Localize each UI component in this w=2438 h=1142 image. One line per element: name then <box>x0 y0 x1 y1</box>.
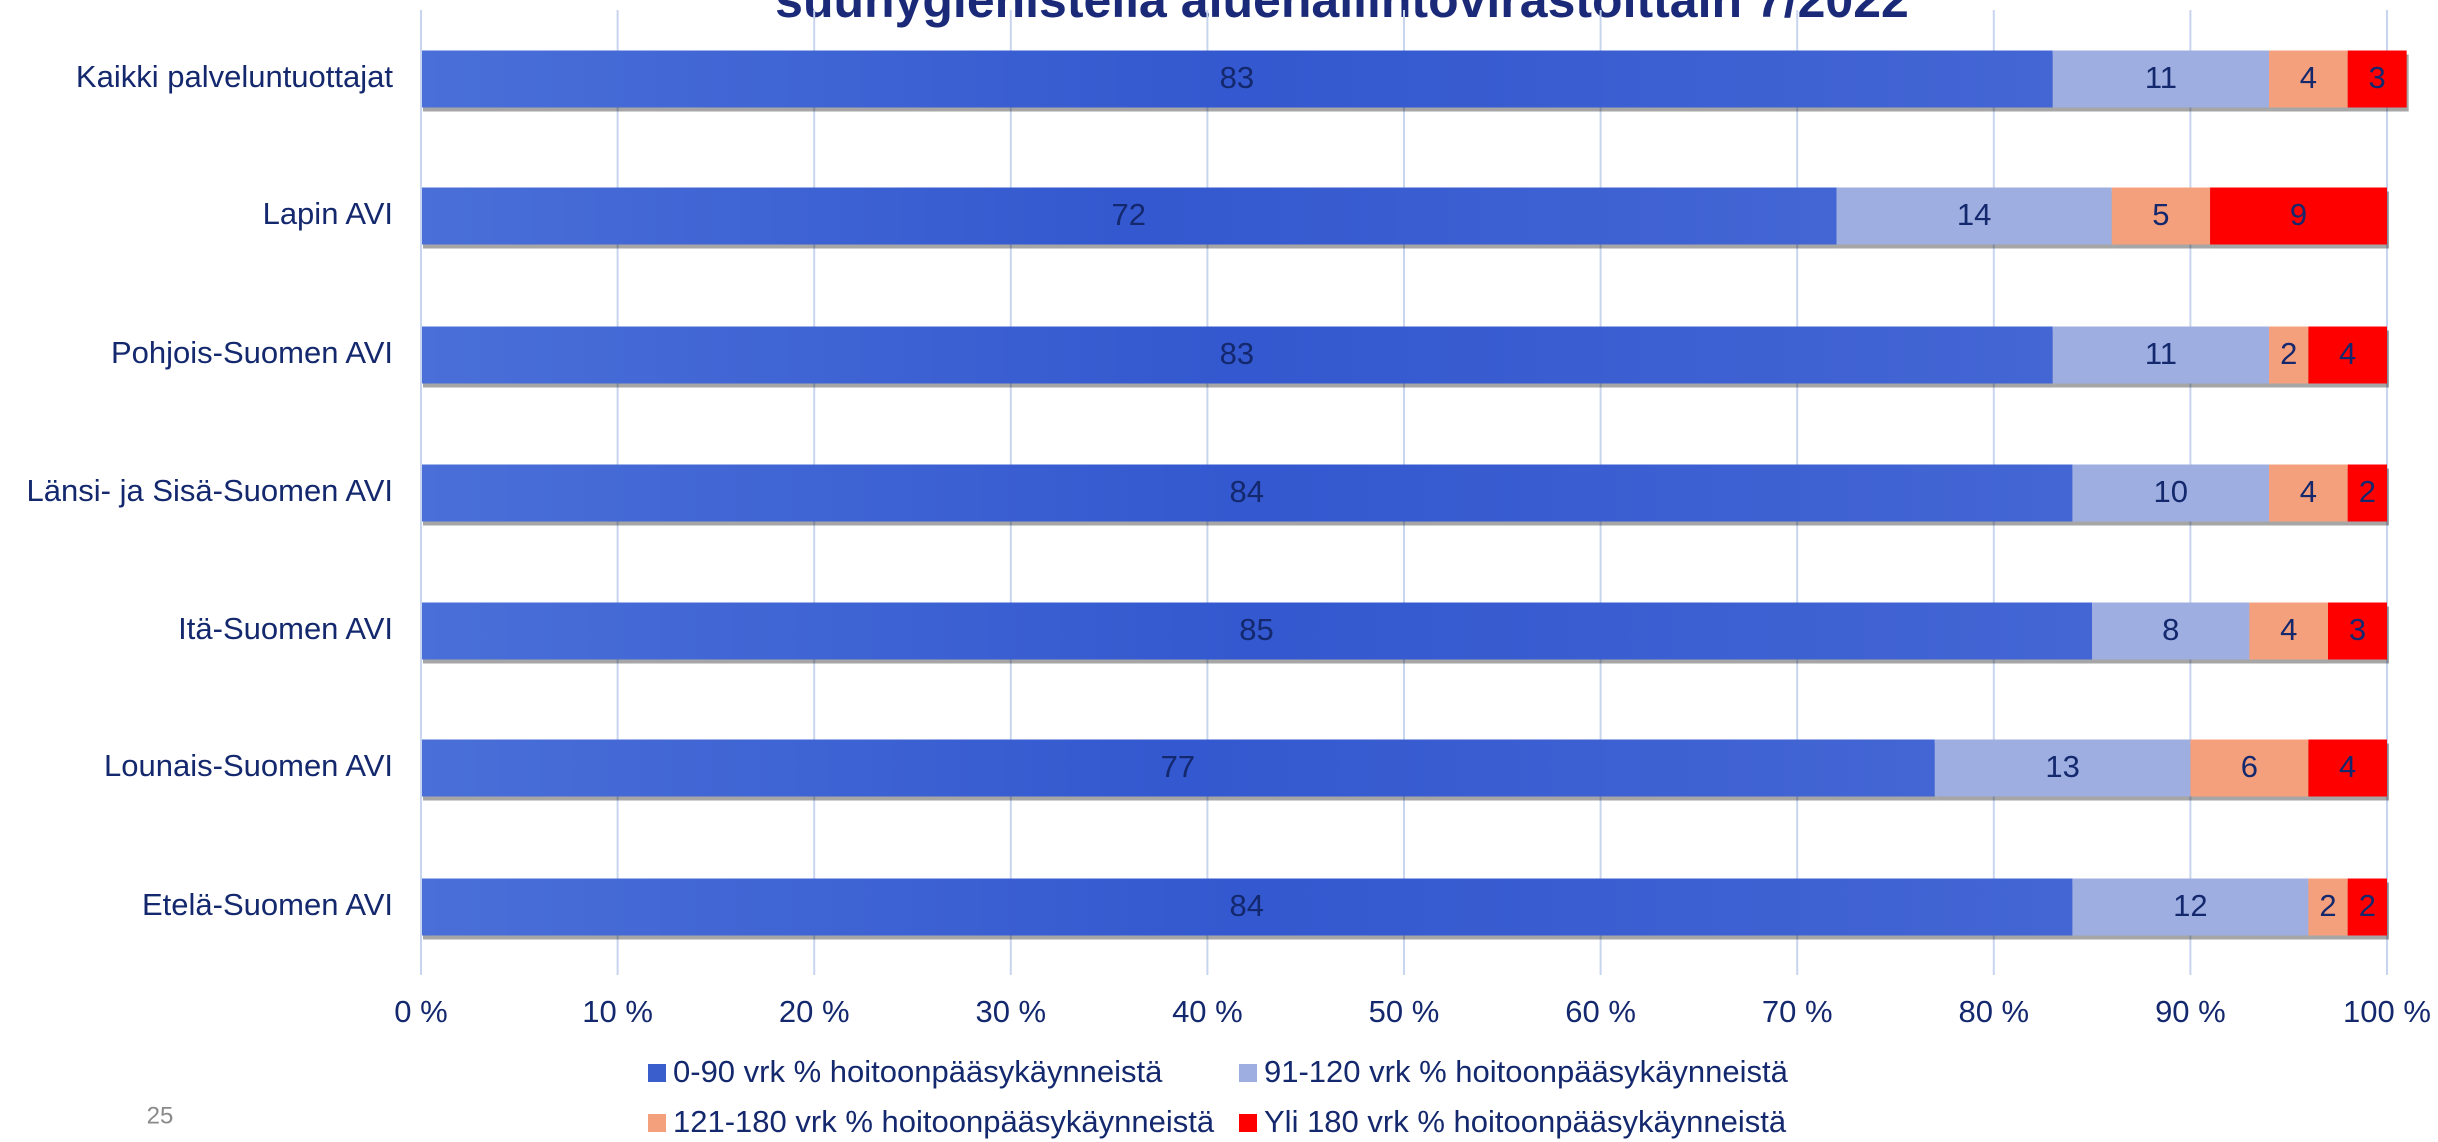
y-tick-label: Pohjois-Suomen AVI <box>111 335 393 370</box>
page-number: 25 <box>147 1102 174 1129</box>
legend-label: 121-180 vrk % hoitoonpääsykäynneistä <box>673 1104 1215 1139</box>
bar <box>2269 50 2348 108</box>
chart-title: suuhygienistellä aluehallintovirastoitta… <box>775 0 1909 28</box>
x-tick-label: 90 % <box>2155 994 2226 1029</box>
data-label: 11 <box>2145 336 2177 371</box>
data-label: 13 <box>2045 749 2079 784</box>
x-tick-label: 30 % <box>975 994 1046 1029</box>
data-label: 4 <box>2300 60 2317 95</box>
bar <box>2190 739 2309 797</box>
data-label: 4 <box>2339 336 2356 371</box>
x-tick-label: 60 % <box>1565 994 1636 1029</box>
y-tick-label: Itä-Suomen AVI <box>178 611 393 646</box>
bar <box>2092 602 2250 660</box>
bar <box>421 739 1935 797</box>
data-label: 10 <box>2153 474 2187 509</box>
data-label: 84 <box>1229 474 1263 509</box>
data-label: 5 <box>2152 197 2169 232</box>
bar <box>2072 464 2270 522</box>
data-label: 2 <box>2319 888 2336 923</box>
legend-swatch <box>648 1064 666 1082</box>
bar <box>421 878 2073 936</box>
legend-swatch <box>648 1114 666 1132</box>
y-tick-label: Kaikki palveluntuottajat <box>76 59 393 94</box>
x-tick-label: 80 % <box>1958 994 2029 1029</box>
bar <box>2111 187 2211 245</box>
data-label: 6 <box>2241 749 2258 784</box>
bar <box>2210 187 2387 245</box>
data-label: 72 <box>1112 197 1146 232</box>
data-label: 4 <box>2300 474 2317 509</box>
y-tick-label: Etelä-Suomen AVI <box>142 887 393 922</box>
data-label: 77 <box>1161 749 1195 784</box>
bar <box>2052 326 2270 384</box>
bar <box>421 326 2053 384</box>
y-tick-label: Lapin AVI <box>263 196 393 231</box>
legend-label: 0-90 vrk % hoitoonpääsykäynneistä <box>673 1054 1163 1089</box>
bar <box>2052 50 2270 108</box>
y-tick-label: Lounais-Suomen AVI <box>104 748 393 783</box>
legend-swatch <box>1239 1114 1257 1132</box>
data-label: 12 <box>2173 888 2207 923</box>
x-tick-label: 0 % <box>394 994 447 1029</box>
legend-swatch <box>1239 1064 1257 1082</box>
bar <box>1836 187 2112 245</box>
data-label: 2 <box>2359 474 2376 509</box>
data-label: 4 <box>2280 612 2297 647</box>
legend-label: Yli 180 vrk % hoitoonpääsykäynneistä <box>1264 1104 1787 1139</box>
data-label: 3 <box>2369 60 2386 95</box>
bar <box>421 602 2093 660</box>
x-tick-label: 70 % <box>1762 994 1833 1029</box>
data-label: 4 <box>2339 749 2356 784</box>
x-tick-label: 20 % <box>779 994 850 1029</box>
bar <box>1934 739 2191 797</box>
x-tick-label: 10 % <box>582 994 653 1029</box>
x-tick-label: 40 % <box>1172 994 1243 1029</box>
bar <box>2308 739 2387 797</box>
data-label: 8 <box>2162 612 2179 647</box>
bar <box>2269 326 2309 384</box>
data-label: 85 <box>1239 612 1273 647</box>
bar <box>2328 602 2387 660</box>
bar <box>2347 464 2387 522</box>
bar <box>2308 326 2387 384</box>
legend-label: 91-120 vrk % hoitoonpääsykäynneistä <box>1264 1054 1789 1089</box>
bar <box>421 464 2073 522</box>
data-label: 3 <box>2349 612 2366 647</box>
bar <box>2308 878 2348 936</box>
data-label: 83 <box>1220 60 1254 95</box>
data-label: 9 <box>2290 197 2307 232</box>
data-label: 84 <box>1229 888 1263 923</box>
data-label: 14 <box>1957 197 1991 232</box>
y-tick-label: Länsi- ja Sisä-Suomen AVI <box>27 473 393 508</box>
bar <box>421 187 1837 245</box>
bar <box>2249 602 2329 660</box>
x-tick-label: 100 % <box>2343 994 2431 1029</box>
bar <box>421 50 2053 108</box>
bar <box>2072 878 2309 936</box>
data-label: 2 <box>2280 336 2297 371</box>
bar <box>2347 50 2407 108</box>
data-label: 2 <box>2359 888 2376 923</box>
bar <box>2347 878 2387 936</box>
x-tick-label: 50 % <box>1369 994 1440 1029</box>
data-label: 83 <box>1220 336 1254 371</box>
bar <box>2269 464 2348 522</box>
data-label: 11 <box>2145 60 2177 95</box>
